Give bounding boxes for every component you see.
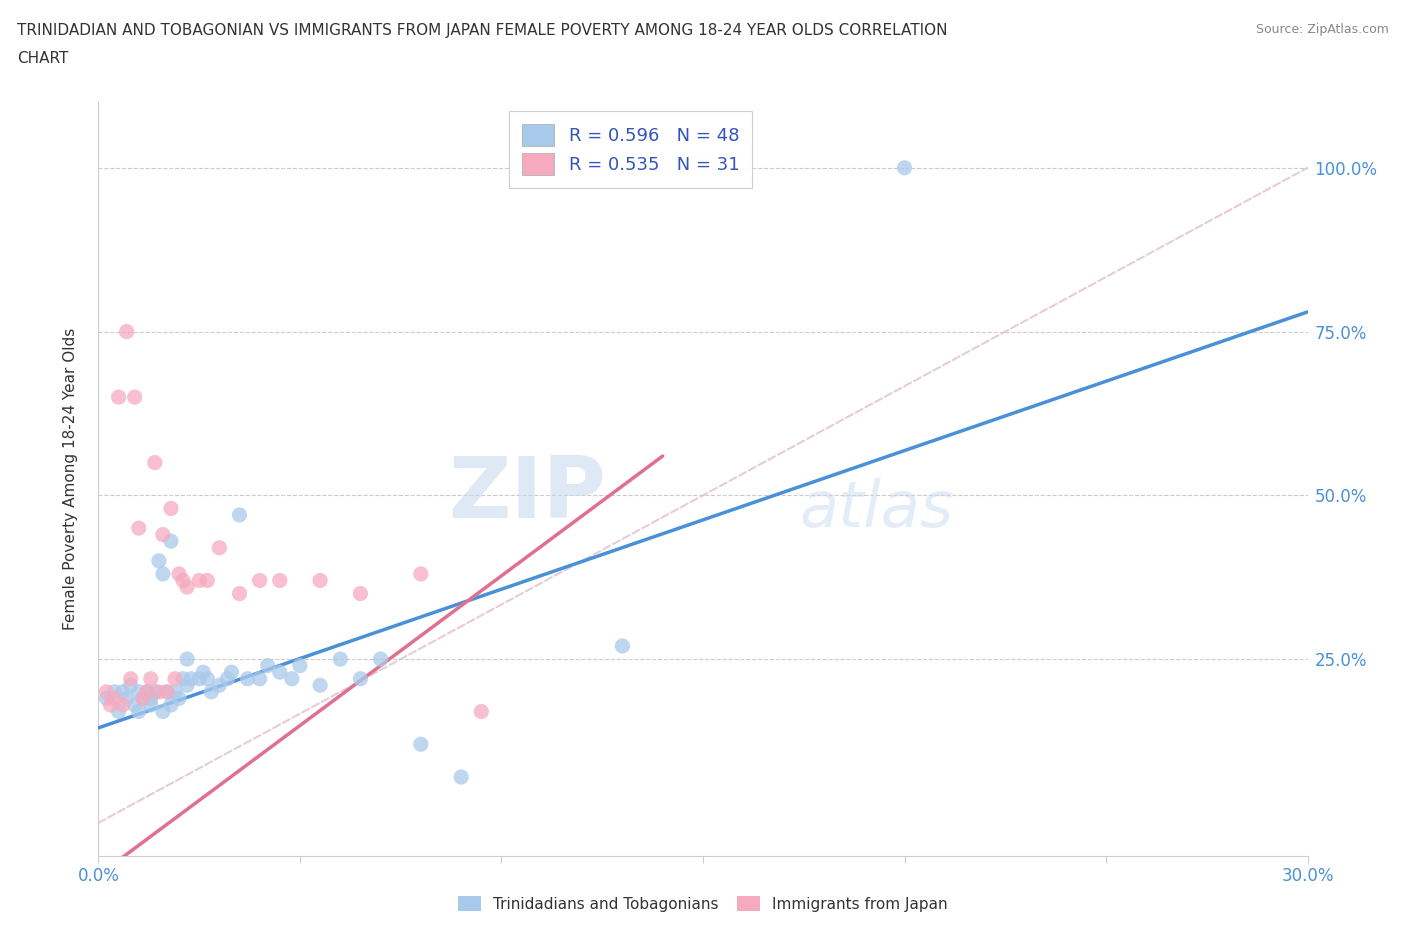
Point <box>128 521 150 536</box>
Point <box>176 579 198 594</box>
Point <box>309 573 332 588</box>
Point <box>152 527 174 542</box>
Point <box>180 671 202 686</box>
Point <box>152 704 174 719</box>
Point <box>148 684 170 699</box>
Point <box>309 678 332 693</box>
Point <box>217 671 239 686</box>
Point <box>103 684 125 699</box>
Point <box>172 671 194 686</box>
Point <box>156 684 179 699</box>
Point <box>409 737 432 751</box>
Point <box>188 671 211 686</box>
Point <box>163 671 186 686</box>
Point <box>221 665 243 680</box>
Point <box>163 684 186 699</box>
Point <box>208 540 231 555</box>
Point <box>111 698 134 712</box>
Point <box>124 698 146 712</box>
Legend: R = 0.596   N = 48, R = 0.535   N = 31: R = 0.596 N = 48, R = 0.535 N = 31 <box>509 112 752 188</box>
Point <box>176 652 198 667</box>
Text: Source: ZipAtlas.com: Source: ZipAtlas.com <box>1256 23 1389 36</box>
Point <box>107 704 129 719</box>
Point <box>120 671 142 686</box>
Point <box>135 684 157 699</box>
Point <box>100 698 122 712</box>
Text: TRINIDADIAN AND TOBAGONIAN VS IMMIGRANTS FROM JAPAN FEMALE POVERTY AMONG 18-24 Y: TRINIDADIAN AND TOBAGONIAN VS IMMIGRANTS… <box>17 23 948 38</box>
Text: atlas: atlas <box>800 478 955 540</box>
Point <box>195 573 218 588</box>
Point <box>176 678 198 693</box>
Point <box>156 684 179 699</box>
Point <box>160 698 183 712</box>
Point <box>139 691 162 706</box>
Point <box>188 573 211 588</box>
Point <box>107 390 129 405</box>
Legend: Trinidadians and Tobagonians, Immigrants from Japan: Trinidadians and Tobagonians, Immigrants… <box>451 889 955 918</box>
Point <box>167 566 190 581</box>
Point <box>167 691 190 706</box>
Point <box>236 671 259 686</box>
Point <box>409 566 432 581</box>
Point <box>612 639 634 654</box>
Point <box>115 691 138 706</box>
Point <box>152 566 174 581</box>
Point <box>200 684 222 699</box>
Point <box>349 671 371 686</box>
Point <box>148 553 170 568</box>
Point <box>256 658 278 673</box>
Point <box>115 325 138 339</box>
Point <box>228 586 250 601</box>
Point <box>103 691 125 706</box>
Point <box>96 691 118 706</box>
Point <box>128 704 150 719</box>
Point <box>349 586 371 601</box>
Point <box>96 684 118 699</box>
Text: CHART: CHART <box>17 51 69 66</box>
Point <box>132 691 155 706</box>
Point <box>193 665 215 680</box>
Point <box>128 684 150 699</box>
Point <box>139 671 162 686</box>
Point <box>269 665 291 680</box>
Point <box>249 671 271 686</box>
Point <box>135 684 157 699</box>
Point <box>208 678 231 693</box>
Point <box>281 671 304 686</box>
Point <box>893 160 915 175</box>
Y-axis label: Female Poverty Among 18-24 Year Olds: Female Poverty Among 18-24 Year Olds <box>63 328 77 631</box>
Point <box>329 652 352 667</box>
Point <box>160 501 183 516</box>
Text: ZIP: ZIP <box>449 453 606 536</box>
Point <box>143 455 166 470</box>
Point <box>111 684 134 699</box>
Point <box>249 573 271 588</box>
Point <box>132 691 155 706</box>
Point <box>370 652 392 667</box>
Point <box>288 658 311 673</box>
Point <box>228 508 250 523</box>
Point <box>120 678 142 693</box>
Point <box>450 769 472 784</box>
Point <box>195 671 218 686</box>
Point <box>143 684 166 699</box>
Point <box>269 573 291 588</box>
Point <box>172 573 194 588</box>
Point <box>139 698 162 712</box>
Point <box>470 704 492 719</box>
Point <box>124 390 146 405</box>
Point <box>160 534 183 549</box>
